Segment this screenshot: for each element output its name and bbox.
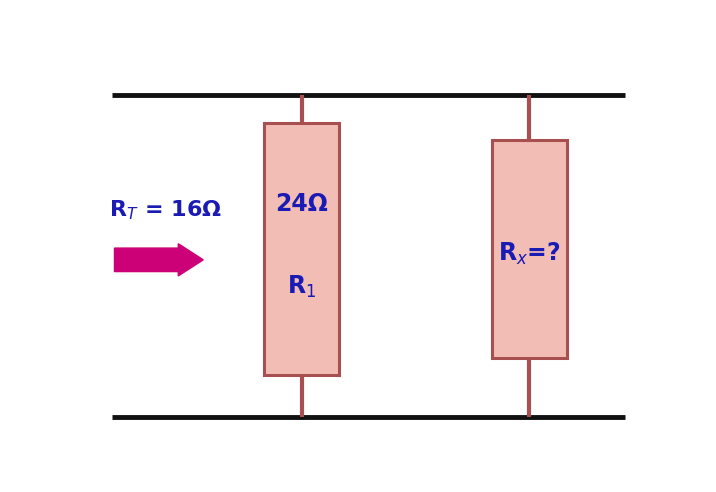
Text: R$_x$=?: R$_x$=? xyxy=(498,241,561,267)
Text: 24Ω: 24Ω xyxy=(276,192,328,216)
Text: R$_1$: R$_1$ xyxy=(287,274,316,300)
Text: R$_T$ = 16Ω: R$_T$ = 16Ω xyxy=(109,199,222,222)
Bar xyxy=(492,141,567,358)
Bar xyxy=(264,123,339,375)
FancyArrow shape xyxy=(115,244,203,276)
